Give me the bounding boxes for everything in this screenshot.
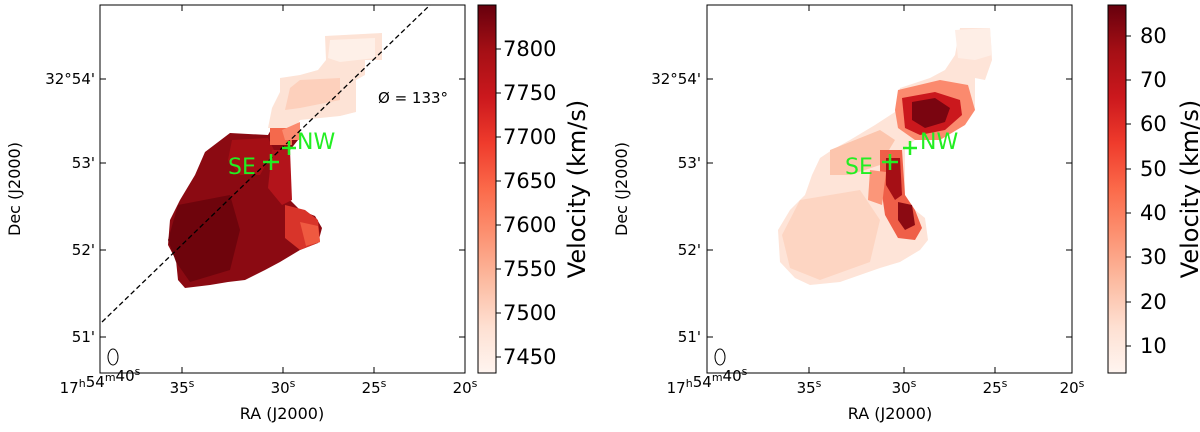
svg-text:53': 53' — [678, 154, 701, 172]
svg-text:7600: 7600 — [503, 213, 556, 237]
source-label-nw: NW — [297, 130, 335, 155]
marker-se — [882, 154, 898, 170]
ra-tick-labels: 17h54m40s 35s 30s 25s 20s — [60, 365, 478, 397]
position-angle-line — [101, 4, 431, 323]
svg-text:51': 51' — [678, 328, 701, 346]
svg-text:7550: 7550 — [503, 257, 556, 281]
svg-text:60: 60 — [1140, 112, 1167, 136]
svg-text:25s: 25s — [983, 377, 1008, 397]
colorbar: 10 20 30 40 50 60 70 80 Velocity (km/s) — [1107, 4, 1200, 374]
marker-nw — [903, 141, 917, 155]
svg-text:70: 70 — [1140, 68, 1167, 92]
marker-nw — [282, 141, 296, 155]
svg-text:7450: 7450 — [503, 345, 556, 369]
svg-text:20s: 20s — [453, 377, 478, 397]
svg-text:7500: 7500 — [503, 301, 556, 325]
x-axis-label: RA (J2000) — [240, 404, 324, 423]
svg-text:7650: 7650 — [503, 169, 556, 193]
svg-text:40: 40 — [1140, 201, 1167, 225]
svg-text:35s: 35s — [170, 377, 195, 397]
svg-text:25s: 25s — [362, 377, 387, 397]
source-label-se: SE — [228, 155, 256, 180]
svg-text:20: 20 — [1140, 290, 1167, 314]
x-axis-label: RA (J2000) — [848, 404, 932, 423]
svg-text:52': 52' — [678, 241, 701, 259]
axis-ticks — [706, 5, 1073, 373]
beam-ellipse — [714, 348, 726, 366]
svg-text:10: 10 — [1140, 334, 1167, 358]
colorbar: 7450 7500 7550 7600 7650 7700 7750 7800 … — [477, 4, 591, 374]
svg-text:32°54': 32°54' — [651, 70, 701, 88]
svg-text:17h54m40s: 17h54m40s — [60, 365, 141, 397]
beam-ellipse — [107, 348, 119, 366]
svg-text:30: 30 — [1140, 245, 1167, 269]
svg-text:32°54': 32°54' — [45, 70, 95, 88]
svg-text:7800: 7800 — [503, 37, 556, 61]
ra-tick-labels: 17h54m40s 35s 30s 25s 20s — [667, 365, 1085, 397]
plot-frame — [706, 4, 1073, 374]
svg-text:52': 52' — [72, 241, 95, 259]
y-axis-label: Dec (J2000) — [5, 142, 24, 236]
dec-tick-labels: 51' 52' 53' 32°54' — [651, 70, 701, 346]
svg-text:30s: 30s — [271, 377, 296, 397]
y-axis-label: Dec (J2000) — [612, 142, 631, 236]
velocity-map — [168, 33, 382, 288]
dec-tick-labels: 51' 52' 53' 32°54' — [45, 70, 95, 346]
colorbar-label: Velocity (km/s) — [1176, 100, 1200, 278]
svg-text:80: 80 — [1140, 24, 1167, 48]
panel-dispersion: SE NW 51' 52' 53' 32°54' 17h54m40s 35s 3… — [612, 4, 1200, 423]
svg-text:50: 50 — [1140, 157, 1167, 181]
svg-text:51': 51' — [72, 328, 95, 346]
svg-text:30s: 30s — [892, 377, 917, 397]
source-label-nw: NW — [920, 130, 958, 155]
position-angle-label: Ø = 133° — [378, 89, 448, 107]
svg-text:53': 53' — [72, 154, 95, 172]
panel-velocity: Ø = 133° SE NW 51' 52' 53' 32°54' 17h54m… — [5, 4, 591, 423]
dispersion-map — [778, 28, 992, 285]
svg-text:20s: 20s — [1060, 377, 1085, 397]
svg-text:17h54m40s: 17h54m40s — [667, 365, 748, 397]
svg-text:35s: 35s — [797, 377, 822, 397]
source-label-se: SE — [845, 155, 873, 180]
svg-text:7750: 7750 — [503, 81, 556, 105]
colorbar-label: Velocity (km/s) — [563, 100, 591, 278]
axis-ticks — [99, 5, 466, 373]
marker-se — [263, 154, 279, 170]
svg-text:7700: 7700 — [503, 125, 556, 149]
